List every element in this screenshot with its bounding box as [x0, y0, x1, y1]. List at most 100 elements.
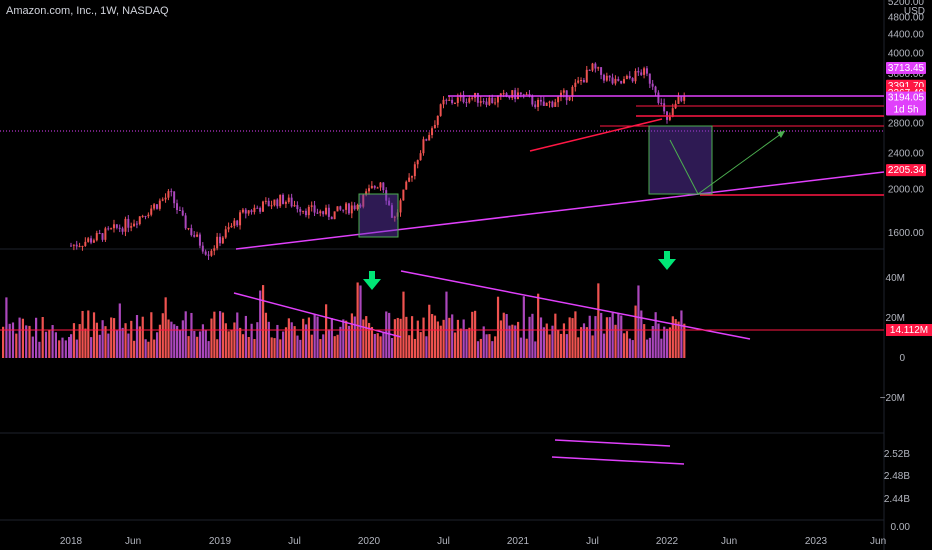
drawings-indicator[interactable] [551, 439, 685, 465]
candle-body [623, 79, 626, 84]
candle-body [416, 160, 419, 165]
candle-body [425, 139, 428, 141]
candle-body [499, 93, 502, 97]
volume-bar [98, 334, 101, 358]
volume-trendline-2[interactable] [400, 270, 751, 340]
covid-dip-box[interactable] [358, 193, 399, 238]
rising-red-trendline[interactable] [529, 118, 663, 152]
volume-bar [181, 320, 184, 358]
volume-bar [84, 328, 87, 358]
price-badge [886, 164, 926, 177]
volume-bar [41, 317, 44, 358]
candle-body [362, 194, 365, 207]
volume-bar [18, 317, 21, 358]
drawings-volume[interactable] [0, 251, 884, 340]
volume-bar [38, 341, 41, 358]
price-axis[interactable]: 5200.00 4800.00 4400.00 4000.00 3600.00 2800.… [880, 0, 925, 533]
candle-body [270, 205, 273, 207]
candle-body [178, 209, 181, 211]
candle-body [299, 209, 302, 212]
volume-bar [479, 338, 482, 358]
volume-bar [602, 333, 606, 358]
volume-tick-label: 0 [899, 353, 905, 364]
candle-body [643, 68, 646, 75]
candle-body [511, 90, 514, 99]
indicator-line-1[interactable] [554, 439, 671, 447]
volume-bar [327, 329, 331, 358]
candle-body [496, 96, 499, 103]
volume-bar [15, 333, 18, 358]
volume-bar [522, 296, 525, 358]
time-tick-label: 2022 [656, 536, 679, 547]
volume-bar [279, 339, 282, 358]
candle-body [161, 199, 164, 201]
candle-body [167, 191, 170, 198]
time-tick-label: 2023 [805, 536, 828, 547]
volume-bar [459, 328, 462, 358]
candle-body [488, 97, 491, 105]
candle-body [241, 209, 244, 213]
indicator-tick-label: 2.48B [884, 471, 910, 482]
candle-body [545, 102, 548, 106]
candle-body [617, 78, 620, 81]
time-tick-label: Jul [586, 536, 599, 547]
drawings-price[interactable] [235, 95, 885, 250]
indicator-line-2[interactable] [551, 456, 685, 465]
volume-bar [247, 336, 250, 358]
candle-body [585, 69, 588, 83]
volume-bar [239, 327, 242, 358]
candle-body [176, 203, 179, 210]
candle-body [428, 135, 431, 141]
price-tick-label: 2000.00 [888, 184, 925, 195]
candle-body [92, 240, 95, 243]
candle-body [287, 197, 290, 202]
candle-body [313, 205, 316, 213]
volume-bar [273, 338, 276, 358]
volume-bar [362, 319, 365, 358]
volume-bar [640, 310, 643, 358]
candle-body [393, 216, 396, 218]
volume-bar [637, 285, 640, 358]
candle-body [505, 93, 508, 97]
volume-bar [668, 327, 672, 358]
volume-bar [554, 313, 557, 358]
volume-tick-label: −20M [880, 393, 905, 404]
volume-bar [147, 341, 150, 358]
volume-bar [683, 323, 686, 358]
long-term-support-trendline[interactable] [235, 171, 885, 250]
volume-bar [445, 291, 448, 358]
price-badge-label: 3391.70 [888, 81, 925, 92]
volume-bar [101, 320, 104, 358]
candle-body [436, 115, 439, 125]
volume-bar [5, 297, 8, 358]
candle-body [336, 206, 339, 212]
candle-body [539, 99, 542, 102]
candle-body [519, 92, 522, 95]
volume-bar [379, 336, 382, 358]
volume-bar [674, 319, 677, 358]
volume-bar [425, 336, 428, 358]
candle-body [588, 69, 591, 71]
candle-body [107, 228, 110, 230]
candle-body [453, 102, 456, 104]
volume-bar [562, 323, 566, 358]
price-tick-label: 3600.00 [888, 69, 925, 80]
volume-bar [304, 324, 308, 358]
price-badge-label: 3194.05 [888, 93, 925, 104]
volume-bar [210, 318, 213, 358]
candle-body [600, 67, 603, 75]
volume-bar [657, 323, 660, 358]
candle-body [365, 191, 368, 195]
time-axis[interactable]: 2018 Jun 2019 Jul 2020 Jul 2021 Jul 2022 Jun 2023 J… [60, 536, 886, 547]
volume-bar [207, 341, 210, 358]
projection-path[interactable] [669, 130, 786, 195]
volume-bar [110, 317, 113, 358]
candle-body [253, 207, 256, 213]
candle-body [385, 190, 388, 201]
candle-body [90, 238, 93, 243]
candle-body [319, 211, 322, 214]
volume-bar [350, 313, 354, 358]
volume-bar [600, 312, 603, 358]
